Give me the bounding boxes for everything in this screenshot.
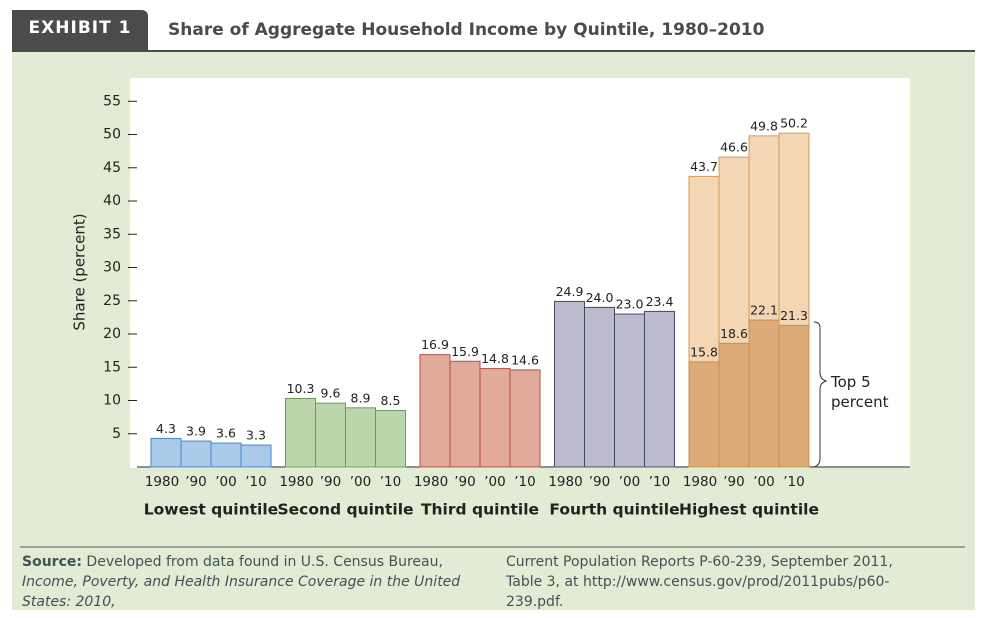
value-label: 4.3 [156,421,176,436]
top5-value-label: 22.1 [750,303,778,318]
source-left: Source: Developed from data found in U.S… [22,552,472,612]
y-tick-label: 55 [103,93,121,109]
exhibit-label: EXHIBIT 1 [12,10,148,50]
value-label: 43.7 [690,159,718,174]
bar [375,409,406,468]
top5-bar [748,319,780,468]
x-tick-label: 1980 [279,474,313,490]
value-label: 8.5 [381,393,401,408]
value-label: 46.6 [720,140,748,155]
bar [419,354,451,468]
x-tick-label: ’00 [215,474,236,490]
y-tick-label: 45 [103,160,121,176]
y-tick-label: 10 [103,393,121,409]
bar [584,306,615,468]
x-tick-label: 1980 [414,474,448,490]
value-label: 24.9 [556,284,584,299]
x-tick-label: ’00 [753,474,774,490]
bar [240,444,272,468]
value-label: 23.4 [646,294,674,309]
group-label: Third quintile [421,501,539,519]
value-label: 10.3 [287,381,315,396]
y-axis-label: Share (percent) [71,213,89,330]
x-tick-label: ’10 [783,474,804,490]
source-publication: Income, Poverty, and Health Insurance Co… [22,574,461,610]
y-tick-label: 40 [103,193,121,209]
bar [315,402,346,468]
y-tick-label: 5 [112,426,121,442]
y-tick-label: 50 [103,127,121,143]
top5-value-label: 15.8 [690,344,718,359]
y-tick-label: 30 [103,260,121,276]
title-rule [12,50,975,52]
x-tick-label: 1980 [145,474,179,490]
value-label: 24.0 [586,290,614,305]
value-label: 9.6 [321,386,341,401]
value-label: 3.6 [216,426,236,441]
bar [614,313,645,468]
x-tick-label: ’10 [380,474,401,490]
top5-value-label: 21.3 [780,308,808,323]
group-label: Highest quintile [679,501,819,519]
x-tick-label: ’10 [245,474,266,490]
bar [644,310,675,468]
bar [479,368,511,468]
bar [210,442,242,468]
value-label: 14.8 [481,351,509,366]
x-tick-label: 1980 [683,474,717,490]
value-label: 23.0 [616,297,644,312]
top5-bar [778,324,810,468]
bar [554,300,585,468]
top5-bar [718,342,750,468]
value-label: 15.9 [451,344,479,359]
value-label: 50.2 [780,116,808,131]
value-label: 49.8 [750,118,778,133]
value-label: 3.9 [186,424,206,439]
x-tick-label: ’90 [454,474,475,490]
x-tick-label: ’10 [649,474,670,490]
value-label: 8.9 [351,390,371,405]
source-right: Current Population Reports P-60-239, Sep… [506,554,893,610]
x-tick-label: ’00 [350,474,371,490]
bar [285,398,316,468]
y-tick-label: 35 [103,226,121,242]
top5-brace [813,321,828,468]
x-tick-label: ’00 [619,474,640,490]
group-label: Lowest quintile [144,501,278,519]
top5-bar [688,361,720,468]
value-label: 16.9 [421,337,449,352]
bar [449,360,481,468]
bar [509,369,541,468]
bar [345,407,376,468]
y-tick-label: 25 [103,293,121,309]
x-tick-label: ’10 [514,474,535,490]
group-label: Second quintile [277,501,413,519]
x-tick-label: ’90 [185,474,206,490]
group-label: Fourth quintile [549,501,679,519]
x-tick-label: ’90 [320,474,341,490]
source-text: Developed from data found in U.S. Census… [86,554,443,570]
y-tick-label: 15 [103,359,121,375]
chart-title: Share of Aggregate Household Income by Q… [168,20,765,40]
x-tick-label: 1980 [548,474,582,490]
top5-value-label: 18.6 [720,326,748,341]
x-tick-label: ’90 [723,474,744,490]
bar [150,437,182,468]
top5-note: Top 5 percent [831,373,889,411]
x-tick-label: ’90 [589,474,610,490]
value-label: 3.3 [246,428,266,443]
x-tick-label: ’00 [484,474,505,490]
source-label: Source: [22,554,82,570]
y-tick-label: 20 [103,326,121,342]
bar [180,440,212,468]
value-label: 14.6 [511,352,539,367]
